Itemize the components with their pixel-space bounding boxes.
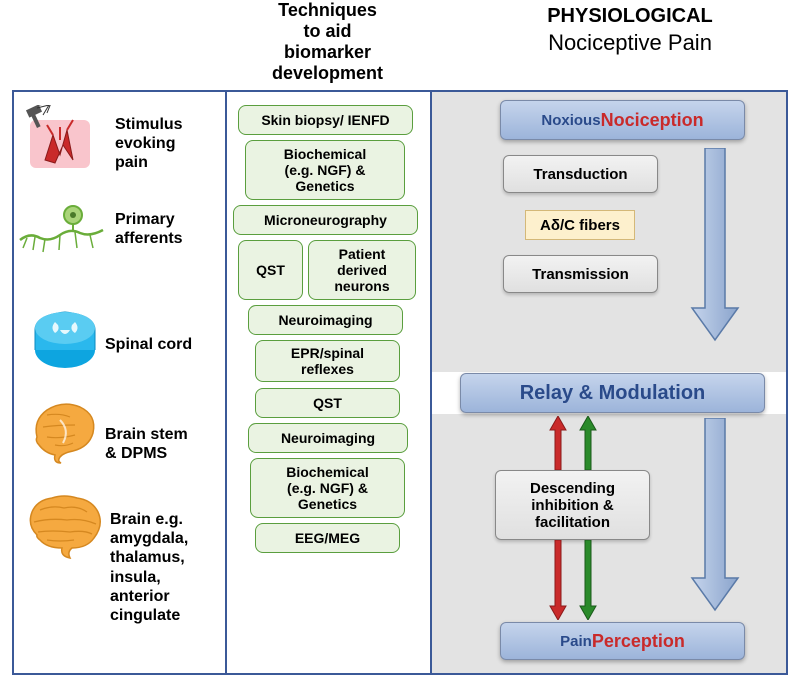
label-stimulus: Stimulus evoking pain bbox=[115, 115, 183, 173]
box-fibers: Aδ/C fibers bbox=[525, 210, 635, 240]
label-brainstem: Brain stem & DPMS bbox=[105, 425, 188, 463]
pain-prefix: Pain bbox=[560, 633, 592, 650]
arrow-up-red bbox=[548, 416, 568, 470]
header-techniques: Techniques to aid biomarker development bbox=[225, 0, 430, 84]
noxious-prefix: Noxious bbox=[541, 112, 600, 129]
nociception-text: Nociception bbox=[601, 110, 704, 131]
box-relay-modulation: Relay & Modulation bbox=[460, 373, 765, 413]
arrow-down-red bbox=[548, 540, 568, 620]
col-sep-1 bbox=[225, 90, 227, 675]
box-transduction: Transduction bbox=[503, 155, 658, 193]
perception-text: Perception bbox=[592, 631, 685, 652]
tech-microneurography: Microneurography bbox=[233, 205, 418, 235]
box-descending: Descending inhibition & facilitation bbox=[495, 470, 650, 540]
tech-neuroimaging-1: Neuroimaging bbox=[248, 305, 403, 335]
arrow-down-2 bbox=[690, 418, 740, 613]
tech-neuroimaging-2: Neuroimaging bbox=[248, 423, 408, 453]
arrow-down-green bbox=[578, 540, 598, 620]
arrow-up-green bbox=[578, 416, 598, 470]
box-pain-perception: Pain Perception bbox=[500, 622, 745, 660]
box-noxious-nociception: Noxious Nociception bbox=[500, 100, 745, 140]
tech-biochem-1: Biochemical (e.g. NGF) & Genetics bbox=[245, 140, 405, 200]
stimulus-icon bbox=[25, 105, 100, 175]
header-physiological: PHYSIOLOGICAL bbox=[500, 5, 760, 28]
arrow-down-1 bbox=[690, 148, 740, 343]
midbrain-icon bbox=[25, 395, 105, 465]
tech-eeg-meg: EEG/MEG bbox=[255, 523, 400, 553]
tech-qst-2: QST bbox=[255, 388, 400, 418]
spinal-cord-icon bbox=[30, 300, 100, 375]
box-transmission: Transmission bbox=[503, 255, 658, 293]
tech-biochem-2: Biochemical (e.g. NGF) & Genetics bbox=[250, 458, 405, 518]
brain-icon bbox=[22, 490, 107, 560]
tech-epr: EPR/spinal reflexes bbox=[255, 340, 400, 382]
header-nociceptive: Nociceptive Pain bbox=[500, 30, 760, 56]
label-brain: Brain e.g. amygdala, thalamus, insula, a… bbox=[110, 510, 188, 625]
tech-patient-neurons: Patient derived neurons bbox=[308, 240, 416, 300]
tech-qst-1: QST bbox=[238, 240, 303, 300]
neuron-icon bbox=[15, 200, 110, 255]
label-primary: Primary afferents bbox=[115, 210, 183, 248]
label-spinal: Spinal cord bbox=[105, 335, 192, 354]
tech-skin-biopsy: Skin biopsy/ IENFD bbox=[238, 105, 413, 135]
